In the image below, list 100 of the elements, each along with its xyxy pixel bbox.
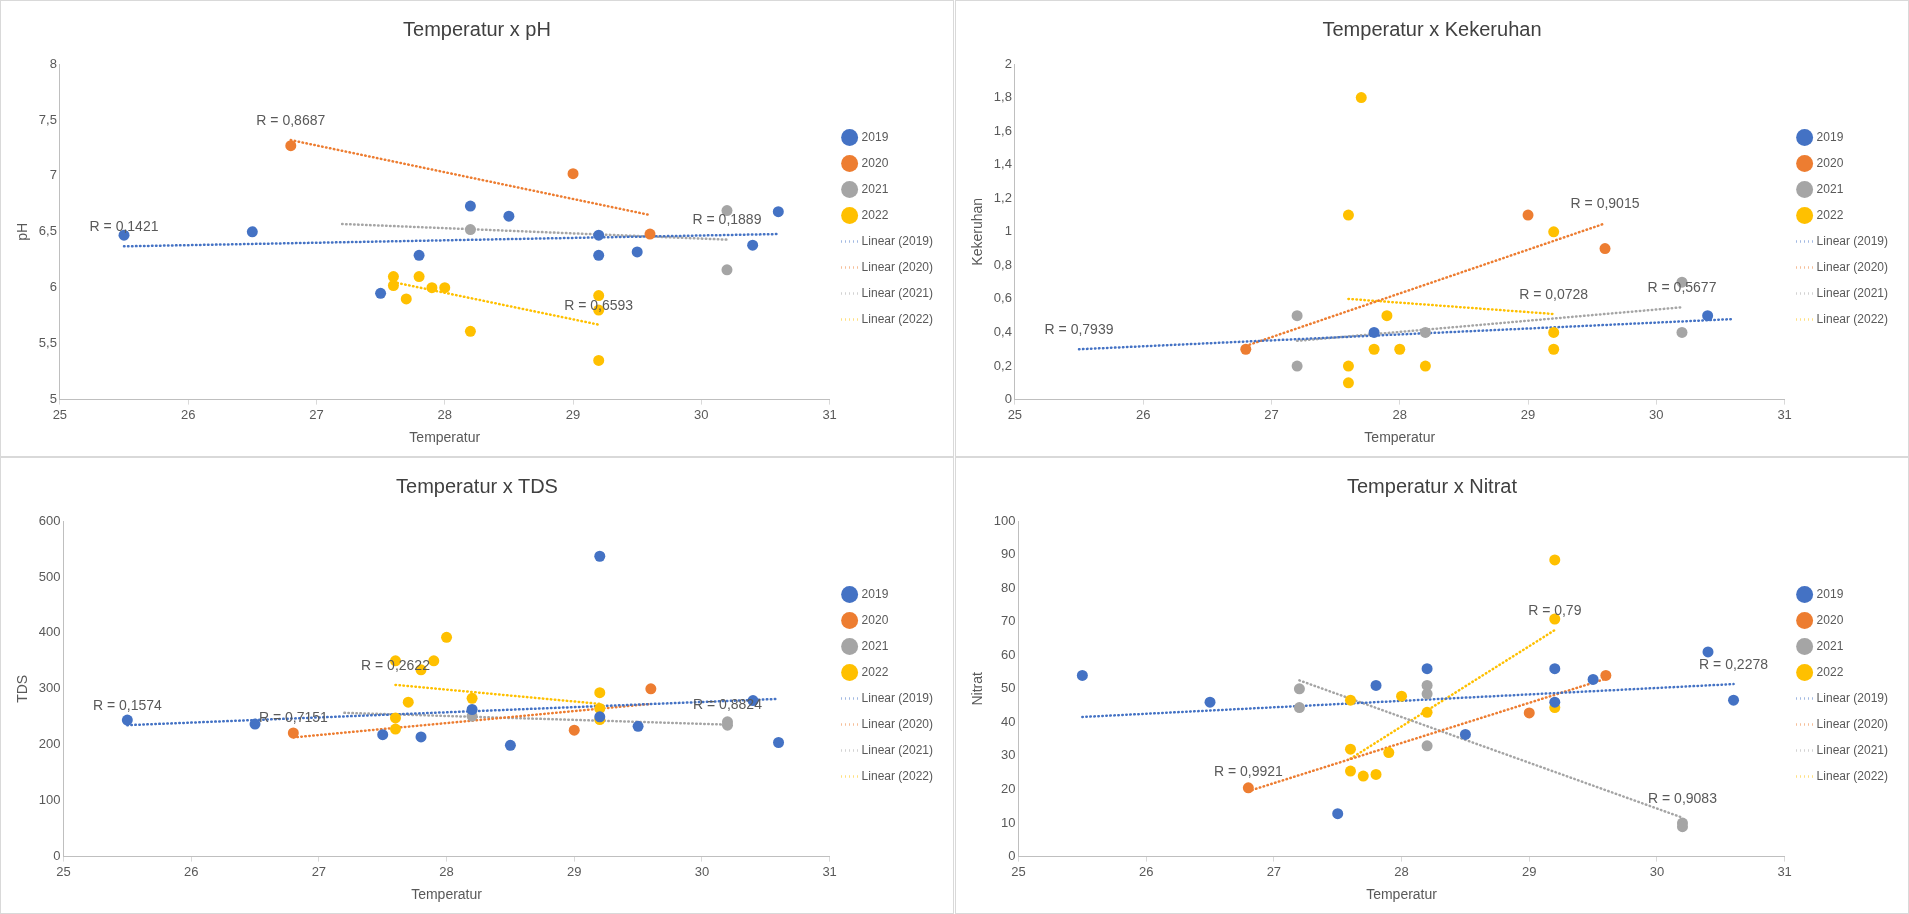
legend-label: Linear (2019)	[861, 690, 934, 705]
point	[1548, 343, 1560, 355]
legend-label: 2019	[861, 129, 889, 144]
chart-title: Temperatur x pH	[403, 17, 551, 40]
x-tick-label: 27	[1264, 406, 1279, 422]
annotation: R = 0,2278	[1699, 655, 1769, 672]
y-tick-label: 200	[38, 736, 61, 752]
x-tick-label: 30	[1649, 406, 1664, 422]
y-tick-label: 300	[38, 680, 61, 696]
x-tick-label: 28	[437, 406, 452, 422]
legend-label: 2021	[1816, 181, 1844, 196]
point	[1344, 694, 1356, 706]
legend-label: Linear (2020)	[1816, 716, 1889, 731]
point	[594, 550, 606, 562]
annotation: R = 0,8687	[256, 111, 326, 128]
point	[567, 168, 579, 180]
legend-label: Linear (2021)	[1816, 742, 1889, 757]
point	[1332, 808, 1344, 820]
y-tick-label: 100	[38, 792, 61, 808]
legend-label: 2019	[861, 586, 889, 601]
point	[1421, 706, 1433, 718]
x-tick-label: 28	[1394, 863, 1409, 879]
y-tick-label: 0	[1008, 848, 1016, 864]
point	[568, 724, 580, 736]
point	[1676, 326, 1688, 338]
point	[1421, 740, 1433, 752]
point	[1240, 343, 1252, 355]
point	[1702, 310, 1714, 322]
point	[402, 696, 414, 708]
point	[1587, 673, 1599, 685]
point	[1396, 690, 1408, 702]
point	[246, 226, 258, 238]
point	[428, 655, 440, 667]
point	[1419, 326, 1431, 338]
point	[1459, 728, 1471, 740]
y-tick-label: 80	[1001, 579, 1016, 595]
legend-label: 2019	[1816, 586, 1844, 601]
annotation: R = 0,79	[1528, 601, 1582, 618]
legend-label: Linear (2020)	[861, 259, 934, 274]
y-tick-label: 8	[49, 55, 57, 71]
point	[1600, 669, 1612, 681]
x-tick-label: 28	[1392, 406, 1407, 422]
y-axis-title: TDS	[14, 674, 31, 703]
legend-label: Linear (2019)	[1816, 233, 1889, 248]
point	[464, 224, 476, 236]
point	[249, 718, 261, 730]
point	[594, 687, 606, 699]
point	[1342, 360, 1354, 372]
y-tick-label: 1,8	[993, 89, 1012, 105]
x-tick-label: 28	[439, 863, 454, 879]
x-axis-title: Temperatur	[411, 886, 483, 903]
annotation: R = 0,9015	[1570, 195, 1640, 212]
y-tick-label: 0,8	[993, 256, 1012, 272]
y-tick-label: 7,5	[38, 111, 57, 127]
point	[632, 720, 644, 732]
x-tick-label: 31	[1777, 863, 1792, 879]
y-tick-label: 0	[1004, 391, 1012, 407]
x-tick-label: 26	[183, 863, 199, 879]
legend-label: 2020	[861, 155, 889, 170]
legend-label: 2022	[1816, 207, 1844, 222]
legend-label: Linear (2021)	[861, 285, 934, 300]
point	[1355, 92, 1367, 104]
y-tick-label: 90	[1001, 546, 1016, 562]
legend-label: 2020	[861, 612, 889, 627]
y-tick-label: 1	[1004, 223, 1012, 239]
legend-label: 2021	[861, 638, 889, 653]
point	[1370, 679, 1382, 691]
point	[1357, 770, 1369, 782]
chart-title: Temperatur x TDS	[396, 474, 558, 497]
x-tick-label: 27	[309, 406, 324, 422]
x-axis-title: Temperatur	[1364, 429, 1436, 446]
legend-label: Linear (2020)	[861, 716, 934, 731]
point	[1548, 226, 1560, 238]
legend-label: Linear (2022)	[861, 311, 934, 326]
legend-label: 2019	[1816, 129, 1844, 144]
point	[439, 282, 451, 294]
point	[772, 206, 784, 218]
legend-label: Linear (2022)	[861, 768, 934, 783]
point	[400, 293, 412, 305]
point	[1204, 696, 1216, 708]
y-tick-label: 2	[1004, 55, 1012, 71]
y-axis-title: pH	[14, 222, 31, 241]
x-tick-label: 27	[1266, 863, 1282, 879]
point	[1293, 702, 1305, 714]
legend-label: Linear (2021)	[1816, 285, 1889, 300]
x-tick-label: 30	[694, 863, 710, 879]
point	[1370, 768, 1382, 780]
point	[415, 731, 427, 743]
y-tick-label: 0,2	[993, 357, 1012, 373]
y-tick-label: 40	[1001, 713, 1016, 729]
point	[1293, 683, 1305, 695]
point	[389, 723, 401, 735]
x-tick-label: 31	[822, 406, 837, 422]
point	[287, 727, 299, 739]
legend-label: 2021	[1816, 638, 1844, 653]
legend-label: Linear (2022)	[1816, 311, 1889, 326]
annotation: R = 0,0728	[1519, 285, 1589, 302]
point	[773, 737, 785, 748]
point	[1291, 310, 1303, 322]
x-tick-label: 30	[1649, 863, 1665, 879]
